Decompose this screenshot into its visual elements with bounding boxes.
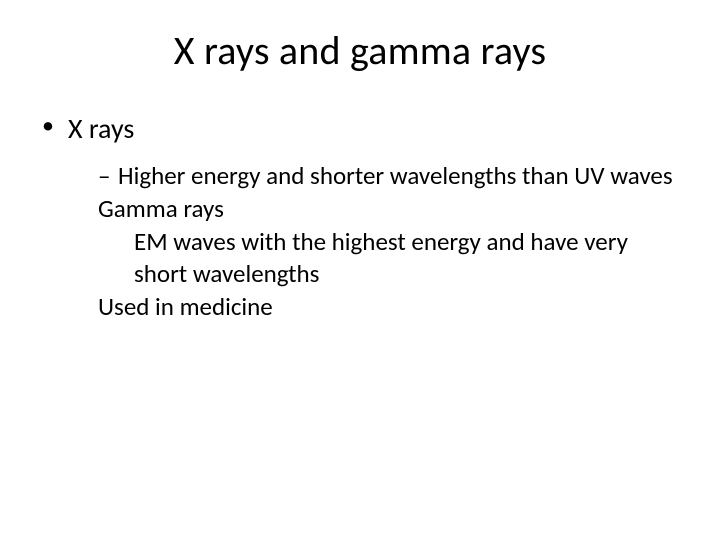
content-area: • X rays – Higher energy and shorter wav… xyxy=(0,111,720,323)
slide-title: X rays and gamma rays xyxy=(0,26,720,75)
bullet-level-3: EM waves with the highest energy and hav… xyxy=(98,226,680,290)
slide: X rays and gamma rays • X rays – Higher … xyxy=(0,0,720,540)
bullet-level-2: – Higher energy and shorter wavelengths … xyxy=(98,160,680,192)
bullet-icon: • xyxy=(42,111,54,141)
bullet-text-l2c: Used in medicine xyxy=(98,291,273,322)
bullet-level-1: • X rays xyxy=(42,111,680,146)
sub-list: – Higher energy and shorter wavelengths … xyxy=(42,160,680,323)
bullet-text-l1: X rays xyxy=(68,111,134,146)
bullet-level-2-plain: Used in medicine xyxy=(98,291,680,323)
bullet-text-l2b: Gamma rays xyxy=(98,193,224,224)
bullet-text-l3a: EM waves with the highest energy and hav… xyxy=(134,226,628,289)
dash-icon: – xyxy=(98,160,110,192)
bullet-text-l2a: Higher energy and shorter wavelengths th… xyxy=(118,160,680,192)
bullet-level-2-plain: Gamma rays xyxy=(98,193,680,225)
